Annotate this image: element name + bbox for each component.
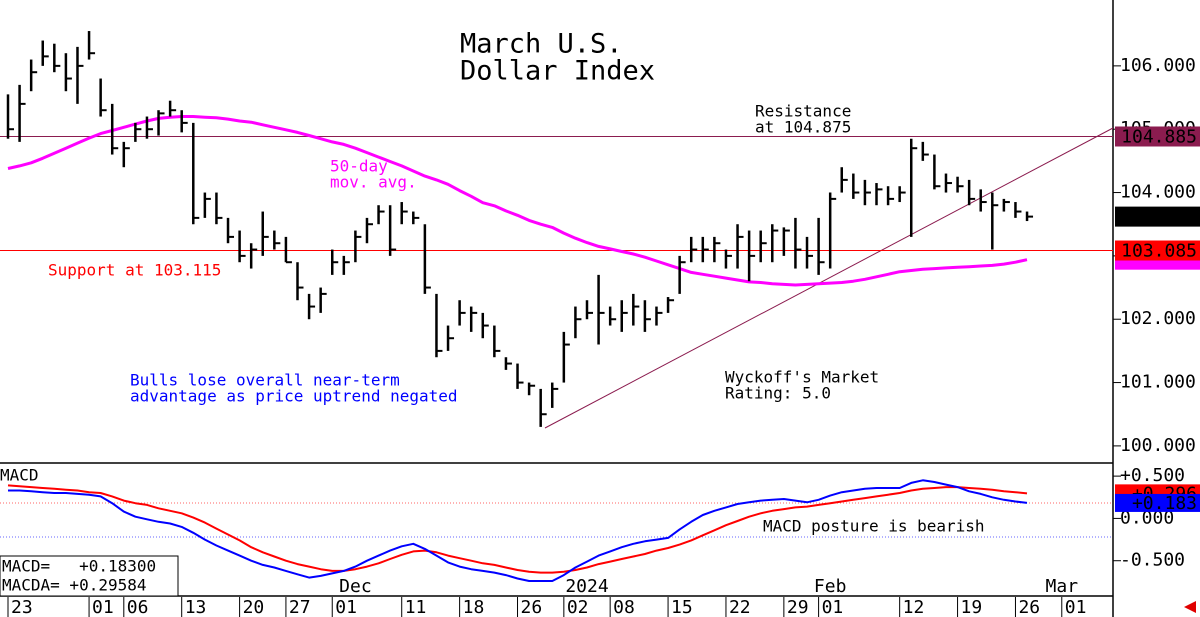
x-tick-label: 01 <box>1065 597 1087 617</box>
x-tick-label: 01 <box>335 597 357 617</box>
x-tick-label: 29 <box>787 597 809 617</box>
annotation: at 104.875 <box>755 118 851 137</box>
chart-title: Dollar Index <box>460 56 655 87</box>
y-tick-label: 0.000 <box>1120 507 1174 528</box>
x-tick-label: 19 <box>961 597 983 617</box>
month-label: 2024 <box>565 576 608 597</box>
month-label: Feb <box>814 576 847 597</box>
x-tick-label: 23 <box>11 597 33 617</box>
x-tick-label: 06 <box>127 597 149 617</box>
macd-line <box>7 484 1028 574</box>
annotation: 50-day <box>330 157 388 176</box>
y-tick-label: 104.000 <box>1120 182 1196 203</box>
moving-average-line <box>7 115 1028 287</box>
price-tag <box>1115 206 1200 227</box>
x-tick-label: 26 <box>521 597 543 617</box>
trendline <box>544 127 1114 429</box>
price-tag <box>1115 126 1200 147</box>
price-tag-label: 104.885 <box>1121 126 1197 147</box>
x-tick-label: 01 <box>92 597 114 617</box>
price-tag-label: 103.620 <box>1121 207 1197 228</box>
month-label: Mar <box>1046 576 1079 597</box>
annotation: MACD posture is bearish <box>763 517 985 536</box>
x-tick-label: 20 <box>243 597 265 617</box>
x-tick-label: 15 <box>671 597 693 617</box>
month-label: Dec <box>339 576 372 597</box>
x-tick-label: 12 <box>903 597 925 617</box>
panel-label: MACD <box>0 466 39 485</box>
y-tick-label: 102.000 <box>1120 308 1196 329</box>
y-tick-label: -0.500 <box>1120 550 1185 571</box>
readout-text: MACDA= +0.29584 <box>2 576 147 595</box>
y-tick-label: 101.000 <box>1120 372 1196 393</box>
x-tick-label: 11 <box>405 597 427 617</box>
annotation: Wyckoff's Market <box>725 368 879 387</box>
x-tick-label: 27 <box>289 597 311 617</box>
x-tick-label: 01 <box>822 597 844 617</box>
annotation: Support at 103.115 <box>48 261 221 280</box>
scroll-arrow[interactable] <box>1184 601 1196 613</box>
x-tick-label: 26 <box>1018 597 1040 617</box>
chart-title: March U.S. <box>460 29 623 60</box>
x-tick-label: 08 <box>613 597 635 617</box>
macd-tag-label: +0.183 <box>1132 493 1197 514</box>
annotation: Bulls lose overall near-term <box>130 371 400 390</box>
macd-tag <box>1115 493 1200 512</box>
y-tick-label: +0.500 <box>1120 465 1185 486</box>
x-tick-label: 02 <box>567 597 589 617</box>
price-tag-label: 103.085 <box>1121 241 1197 262</box>
annotation: advantage as price uptrend negated <box>130 387 458 406</box>
price-tag <box>1115 240 1200 261</box>
x-tick-label: 22 <box>729 597 751 617</box>
readout-text: MACD= +0.18300 <box>2 557 156 576</box>
annotation: Resistance <box>755 102 851 121</box>
annotation: mov. avg. <box>330 173 417 192</box>
macd-line <box>8 479 1028 582</box>
readout-box <box>0 555 179 597</box>
y-tick-label: 100.000 <box>1120 435 1196 456</box>
y-tick-label: 106.000 <box>1120 55 1196 76</box>
x-tick-label: 18 <box>463 597 485 617</box>
x-tick-label: 13 <box>185 597 207 617</box>
annotation: Rating: 5.0 <box>725 384 831 403</box>
